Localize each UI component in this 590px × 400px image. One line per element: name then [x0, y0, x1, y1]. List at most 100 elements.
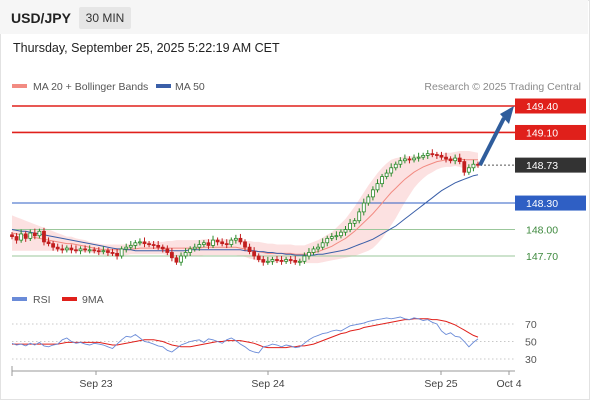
forecast-arrow-shaft [478, 117, 506, 167]
candle-body-43 [206, 242, 211, 246]
candle-body-51 [243, 241, 247, 248]
candle-body-42 [201, 242, 206, 245]
candle-body-58 [275, 259, 279, 261]
candle-body-33 [160, 246, 165, 250]
candle-body-5 [32, 232, 37, 237]
candle-body-81 [380, 176, 384, 185]
candle-body-28 [138, 241, 142, 244]
rsi-tick-50: 50 [525, 337, 537, 349]
candle-body-79 [371, 189, 375, 198]
current-price-box [515, 157, 586, 173]
candle-body-87 [407, 158, 412, 161]
candle-body-32 [156, 245, 161, 248]
candle-body-91 [425, 153, 430, 156]
candle-body-4 [28, 232, 33, 239]
candle-body-62 [293, 260, 298, 263]
candle-body-40 [192, 246, 197, 250]
rsi-tick-70: 70 [525, 319, 537, 331]
candle-body-70 [329, 236, 334, 239]
ma9-legend-label: 9MA [82, 294, 104, 306]
candle-body-12 [64, 247, 69, 251]
candle-body-55 [261, 259, 266, 263]
rsi-tick-30: 30 [525, 354, 537, 366]
candle-body-52 [247, 246, 252, 252]
candle-body-9 [51, 243, 56, 248]
green-level-label-5: 147.70 [526, 251, 558, 263]
candle-body-101 [471, 163, 476, 169]
rsi-line [11, 316, 479, 354]
candle-body-66 [311, 248, 316, 253]
candle-body-17 [87, 249, 92, 252]
candle-body-90 [421, 155, 426, 158]
candle-body-61 [288, 259, 293, 261]
candle-body-54 [256, 255, 261, 260]
resistance-label-1: 149.10 [526, 127, 558, 139]
candle-body-20 [101, 250, 106, 253]
candle-body-24 [119, 248, 124, 257]
timeframe-button[interactable]: 30 MIN [79, 7, 131, 29]
bollinger-band-area [12, 151, 478, 264]
candle-body-50 [238, 237, 243, 243]
candle-body-86 [403, 158, 407, 162]
candle-body-44 [211, 239, 215, 246]
x-tick-label-1: Sep 24 [251, 378, 284, 390]
support-label-3: 148.30 [526, 198, 558, 210]
candle-body-77 [361, 202, 366, 213]
ma50-legend-swatch [156, 84, 171, 88]
candle-body-63 [297, 260, 302, 263]
candle-body-75 [352, 220, 357, 224]
candle-body-76 [357, 211, 362, 222]
candle-body-78 [366, 196, 371, 204]
candle-body-45 [215, 239, 220, 243]
candle-body-6 [37, 230, 42, 237]
candle-body-80 [375, 183, 380, 191]
ma50-legend-label: MA 50 [175, 81, 205, 93]
candle-body-68 [320, 242, 325, 248]
candle-body-38 [183, 252, 188, 257]
timestamp: Thursday, September 25, 2025 5:22:19 AM … [13, 41, 280, 55]
candle-body-92 [430, 153, 435, 156]
candle-body-85 [398, 160, 403, 165]
candle-body-72 [339, 231, 343, 237]
candle-body-23 [115, 252, 119, 257]
ma9-legend-swatch [62, 297, 77, 301]
candle-body-47 [224, 243, 229, 246]
candle-body-93 [434, 154, 439, 156]
candle-body-88 [412, 157, 416, 161]
candle-body-37 [179, 255, 183, 263]
candle-body-2 [19, 233, 24, 241]
credit-label: Research © 2025 Trading Central [424, 81, 581, 93]
candle-body-100 [466, 167, 471, 173]
candle-body-49 [233, 237, 238, 241]
candle-body-97 [453, 157, 458, 162]
candle-body-59 [279, 260, 284, 262]
candle-body-1 [14, 236, 19, 241]
candle-body-48 [229, 239, 234, 245]
support-label-box-3 [515, 195, 586, 211]
candle-body-84 [393, 163, 398, 169]
x-tick-label-0: Sep 23 [79, 378, 112, 390]
candle-body-13 [69, 247, 74, 251]
candle-body-11 [60, 248, 65, 251]
candle-body-26 [128, 245, 133, 248]
candle-body-18 [92, 249, 97, 252]
candle-body-65 [307, 252, 311, 257]
x-tick-label-2: Sep 25 [424, 378, 457, 390]
candle-body-69 [325, 237, 330, 244]
candle-body-25 [124, 246, 129, 250]
candle-body-22 [110, 252, 115, 254]
candle-body-98 [457, 157, 462, 162]
candle-body-60 [284, 259, 289, 262]
candle-body-15 [78, 248, 83, 252]
candle-body-36 [174, 257, 179, 263]
candle-body-73 [343, 229, 348, 233]
candle-body-99 [462, 161, 467, 173]
candle-body-96 [448, 158, 453, 162]
ma20-legend-label: MA 20 + Bollinger Bands [33, 81, 148, 93]
symbol-title: USD/JPY [11, 10, 71, 26]
forecast-arrow-head [500, 106, 514, 124]
green-level-label-4: 148.00 [526, 225, 558, 237]
candle-body-53 [252, 251, 257, 257]
candle-body-30 [147, 243, 151, 246]
candle-body-57 [270, 259, 275, 262]
